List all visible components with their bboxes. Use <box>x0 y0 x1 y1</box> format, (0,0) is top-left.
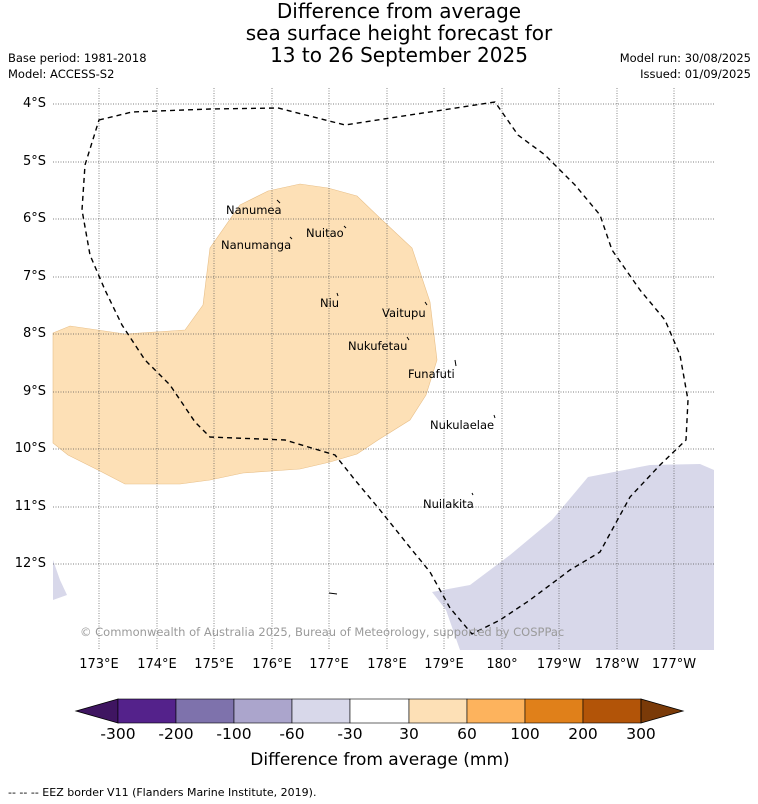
colorbar-bin-3 <box>233 698 293 724</box>
lat-label-12s: 12°S <box>14 556 46 571</box>
lon-label-177e: 177°E <box>309 657 349 672</box>
cbar-tick-9: 200 <box>568 725 598 743</box>
lat-label-7s: 7°S <box>22 269 46 284</box>
negative-anomaly-region <box>432 464 714 650</box>
base-period: Base period: 1981-2018 <box>8 51 147 65</box>
colorbar-title: Difference from average (mm) <box>250 750 510 770</box>
colorbar-bin-5 <box>349 698 410 724</box>
lon-label-180: 180° <box>486 657 518 672</box>
title-line-1: Difference from average <box>276 0 522 23</box>
colorbar-bin-7 <box>466 698 526 724</box>
positive-anomaly-region <box>52 183 438 485</box>
eez-border <box>81 101 689 635</box>
lat-label-6s: 6°S <box>22 211 46 226</box>
cbar-tick-7: 60 <box>457 725 477 743</box>
model-name: Model: ACCESS-S2 <box>8 67 115 81</box>
title-line-2: sea surface height forecast for <box>245 21 553 45</box>
lat-label-9s: 9°S <box>22 384 46 399</box>
cbar-tick-2: -200 <box>158 725 194 743</box>
cbar-tick-1: -300 <box>100 725 136 743</box>
cbar-tick-5: -30 <box>337 725 363 743</box>
title-line-3: 13 to 26 September 2025 <box>270 43 528 67</box>
place-nuilakita: Nuilakita <box>423 497 474 511</box>
lon-label-173e: 173°E <box>79 657 119 672</box>
lon-label-178w: 178°W <box>594 657 640 672</box>
colorbar-bin-1 <box>117 698 177 724</box>
cbar-tick-3: -100 <box>216 725 252 743</box>
lat-label-11s: 11°S <box>14 499 46 514</box>
place-niu: Niu <box>320 296 340 310</box>
place-vaitupu: Vaitupu <box>382 306 426 320</box>
place-nuitao: Nuitao <box>306 226 344 240</box>
place-nukulaelae: Nukulaelae <box>430 418 495 432</box>
negative-anomaly-corner <box>53 560 67 600</box>
lon-label-174e: 174°E <box>137 657 177 672</box>
colorbar-bin-4 <box>291 698 351 724</box>
lat-label-4s: 4°S <box>22 96 46 111</box>
lon-label-175e: 175°E <box>194 657 234 672</box>
lon-label-177w: 177°W <box>651 657 697 672</box>
map-title: Difference from average sea surface heig… <box>0 0 758 66</box>
issued-date: Issued: 01/09/2025 <box>640 67 751 81</box>
lon-label-176e: 176°E <box>252 657 292 672</box>
lat-label-8s: 8°S <box>22 326 46 341</box>
colorbar-extend-low <box>74 698 119 724</box>
copyright-notice: © Commonwealth of Australia 2025, Bureau… <box>80 625 565 639</box>
cbar-tick-6: 30 <box>399 725 419 743</box>
colorbar-bin-6 <box>408 698 468 724</box>
colorbar-bin-8 <box>524 698 584 724</box>
island-marks <box>276 199 496 595</box>
lon-label-179e: 179°E <box>424 657 464 672</box>
cbar-tick-8: 100 <box>510 725 540 743</box>
place-funafuti: Funafuti <box>408 367 455 381</box>
place-nukufetau: Nukufetau <box>348 339 408 353</box>
eez-footnote: -- -- -- EEZ border V11 (Flanders Marine… <box>8 786 317 799</box>
graticule <box>53 88 714 650</box>
cbar-tick-4: -60 <box>279 725 305 743</box>
colorbar-bin-2 <box>175 698 235 724</box>
colorbar-extend-high <box>640 698 685 724</box>
lon-label-178e: 178°E <box>367 657 407 672</box>
place-nanumanga: Nanumanga <box>221 238 292 252</box>
lat-label-10s: 10°S <box>14 441 46 456</box>
model-run: Model run: 30/08/2025 <box>619 51 751 65</box>
cbar-tick-10: 300 <box>626 725 656 743</box>
colorbar-bin-9 <box>582 698 642 724</box>
lon-label-179w: 179°W <box>536 657 582 672</box>
place-nanumea: Nanumea <box>226 203 282 217</box>
lat-label-5s: 5°S <box>22 154 46 169</box>
